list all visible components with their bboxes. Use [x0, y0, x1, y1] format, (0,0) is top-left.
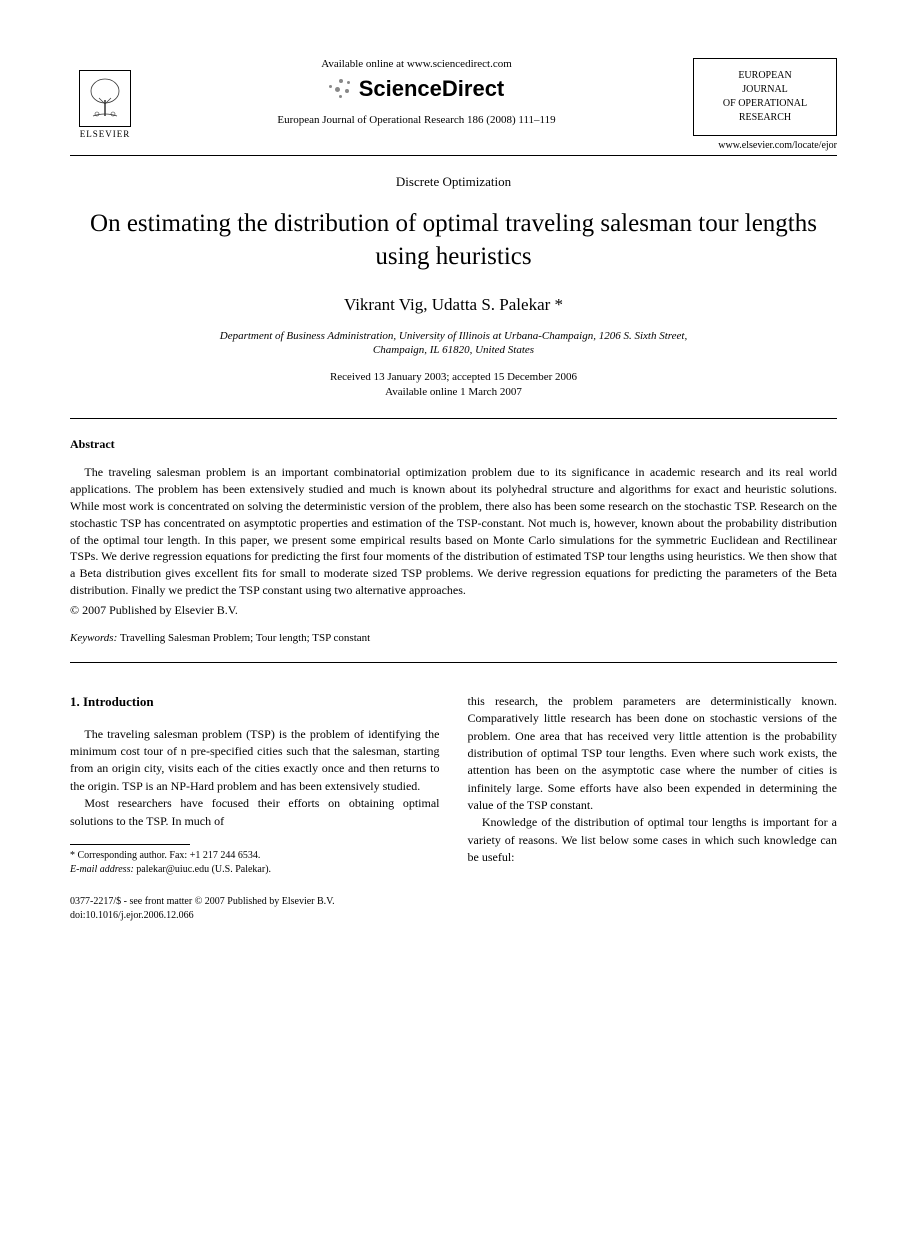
- sciencedirect-logo: ScienceDirect: [140, 76, 693, 102]
- email-attribution: (U.S. Palekar).: [209, 864, 271, 875]
- email-link[interactable]: palekar@uiuc.edu: [136, 864, 209, 875]
- body-paragraph: Knowledge of the distribution of optimal…: [468, 814, 838, 866]
- keywords: Keywords: Travelling Salesman Problem; T…: [70, 632, 837, 644]
- keywords-text: Travelling Salesman Problem; Tour length…: [117, 632, 370, 644]
- divider-rule: [70, 418, 837, 419]
- available-date: Available online 1 March 2007: [70, 385, 837, 400]
- left-column: 1. Introduction The traveling salesman p…: [70, 693, 440, 877]
- abstract-label: Abstract: [70, 437, 837, 452]
- section-label: Discrete Optimization: [70, 174, 837, 190]
- body-paragraph: The traveling salesman problem (TSP) is …: [70, 726, 440, 796]
- sd-dots-icon: [329, 77, 353, 101]
- abstract-copyright: © 2007 Published by Elsevier B.V.: [70, 603, 837, 618]
- keywords-label: Keywords:: [70, 632, 117, 644]
- body-paragraph: Most researchers have focused their effo…: [70, 795, 440, 830]
- article-page: ELSEVIER Available online at www.science…: [0, 0, 907, 963]
- section-heading: 1. Introduction: [70, 693, 440, 712]
- journal-line: JOURNAL: [700, 83, 830, 97]
- header-row: ELSEVIER Available online at www.science…: [70, 50, 837, 151]
- header-rule: [70, 155, 837, 156]
- journal-line: EUROPEAN: [700, 69, 830, 83]
- journal-line: OF OPERATIONAL: [700, 97, 830, 111]
- footer-block: 0377-2217/$ - see front matter © 2007 Pu…: [70, 895, 837, 923]
- locate-url: www.elsevier.com/locate/ejor: [693, 140, 837, 151]
- journal-title-box: EUROPEAN JOURNAL OF OPERATIONAL RESEARCH: [693, 58, 837, 136]
- article-dates: Received 13 January 2003; accepted 15 De…: [70, 370, 837, 401]
- elsevier-tree-icon: [79, 70, 131, 127]
- email-line: E-mail address: palekar@uiuc.edu (U.S. P…: [70, 863, 440, 877]
- affiliation: Department of Business Administration, U…: [70, 329, 837, 358]
- abstract-text: The traveling salesman problem is an imp…: [70, 464, 837, 598]
- intro-section: 1. Introduction The traveling salesman p…: [70, 693, 837, 877]
- article-title: On estimating the distribution of optima…: [70, 208, 837, 273]
- publisher-name: ELSEVIER: [80, 129, 131, 139]
- citation-text: European Journal of Operational Research…: [140, 114, 693, 126]
- available-online-text: Available online at www.sciencedirect.co…: [140, 58, 693, 70]
- journal-line: RESEARCH: [700, 111, 830, 125]
- journal-box-wrap: EUROPEAN JOURNAL OF OPERATIONAL RESEARCH…: [693, 50, 837, 151]
- corresponding-author: * Corresponding author. Fax: +1 217 244 …: [70, 849, 440, 863]
- two-column-layout: 1. Introduction The traveling salesman p…: [70, 693, 837, 877]
- issn-line: 0377-2217/$ - see front matter © 2007 Pu…: [70, 895, 837, 909]
- publisher-logo: ELSEVIER: [70, 70, 140, 139]
- email-label: E-mail address:: [70, 864, 134, 875]
- received-date: Received 13 January 2003; accepted 15 De…: [70, 370, 837, 385]
- right-column: this research, the problem parameters ar…: [468, 693, 838, 877]
- divider-rule: [70, 662, 837, 663]
- footnote-rule: [70, 844, 190, 845]
- doi-line: doi:10.1016/j.ejor.2006.12.066: [70, 909, 837, 923]
- affiliation-line: Champaign, IL 61820, United States: [70, 343, 837, 357]
- sciencedirect-text: ScienceDirect: [359, 76, 505, 102]
- authors: Vikrant Vig, Udatta S. Palekar *: [70, 295, 837, 315]
- footnote: * Corresponding author. Fax: +1 217 244 …: [70, 849, 440, 877]
- affiliation-line: Department of Business Administration, U…: [70, 329, 837, 343]
- header-center: Available online at www.sciencedirect.co…: [140, 50, 693, 126]
- body-paragraph: this research, the problem parameters ar…: [468, 693, 838, 815]
